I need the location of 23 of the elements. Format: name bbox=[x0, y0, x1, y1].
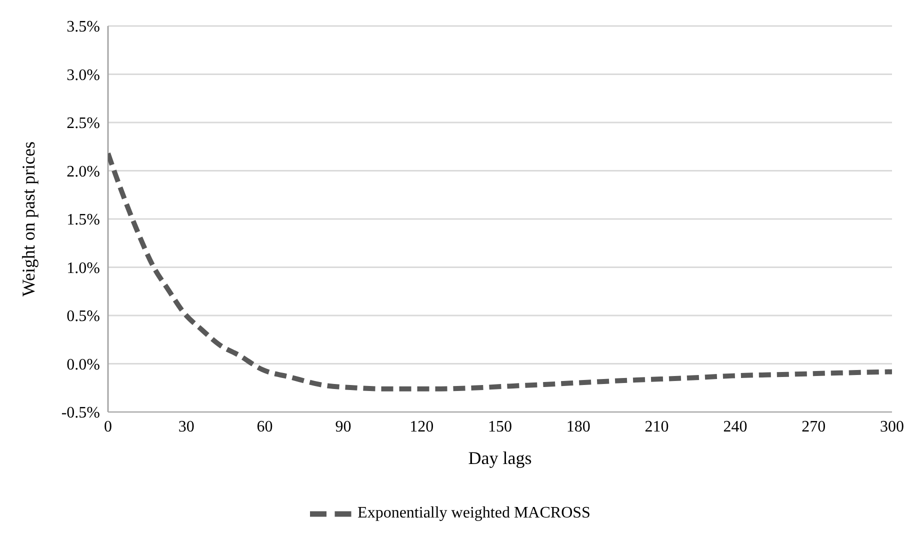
x-tick-label: 30 bbox=[178, 418, 194, 436]
x-tick-label: 270 bbox=[802, 418, 826, 436]
y-tick-label: 2.0% bbox=[66, 163, 100, 180]
legend-label: Exponentially weighted MACROSS bbox=[358, 504, 590, 522]
y-tick-label: -0.5% bbox=[61, 404, 100, 422]
x-tick-label: 120 bbox=[410, 418, 434, 436]
x-tick-label: 210 bbox=[644, 418, 669, 436]
y-tick-label: 3.5% bbox=[66, 18, 100, 36]
y-tick-label: 0.5% bbox=[66, 308, 100, 326]
y-axis-title: Weight on past prices bbox=[18, 141, 38, 297]
x-axis-title: Day lags bbox=[468, 448, 532, 468]
x-tick-label: 90 bbox=[335, 418, 352, 436]
x-tick-label: 300 bbox=[880, 418, 904, 436]
x-tick-label: 240 bbox=[723, 418, 748, 436]
y-tick-label: 2.5% bbox=[66, 115, 100, 132]
y-tick-label: 1.0% bbox=[66, 260, 100, 277]
x-tick-label: 180 bbox=[566, 418, 590, 436]
x-tick-label: 0 bbox=[104, 418, 112, 436]
x-tick-label: 60 bbox=[256, 418, 273, 436]
y-tick-label: 0.0% bbox=[66, 356, 100, 374]
y-tick-label: 3.0% bbox=[66, 66, 100, 84]
x-tick-label: 150 bbox=[488, 418, 512, 436]
y-tick-label: 1.5% bbox=[66, 212, 100, 229]
